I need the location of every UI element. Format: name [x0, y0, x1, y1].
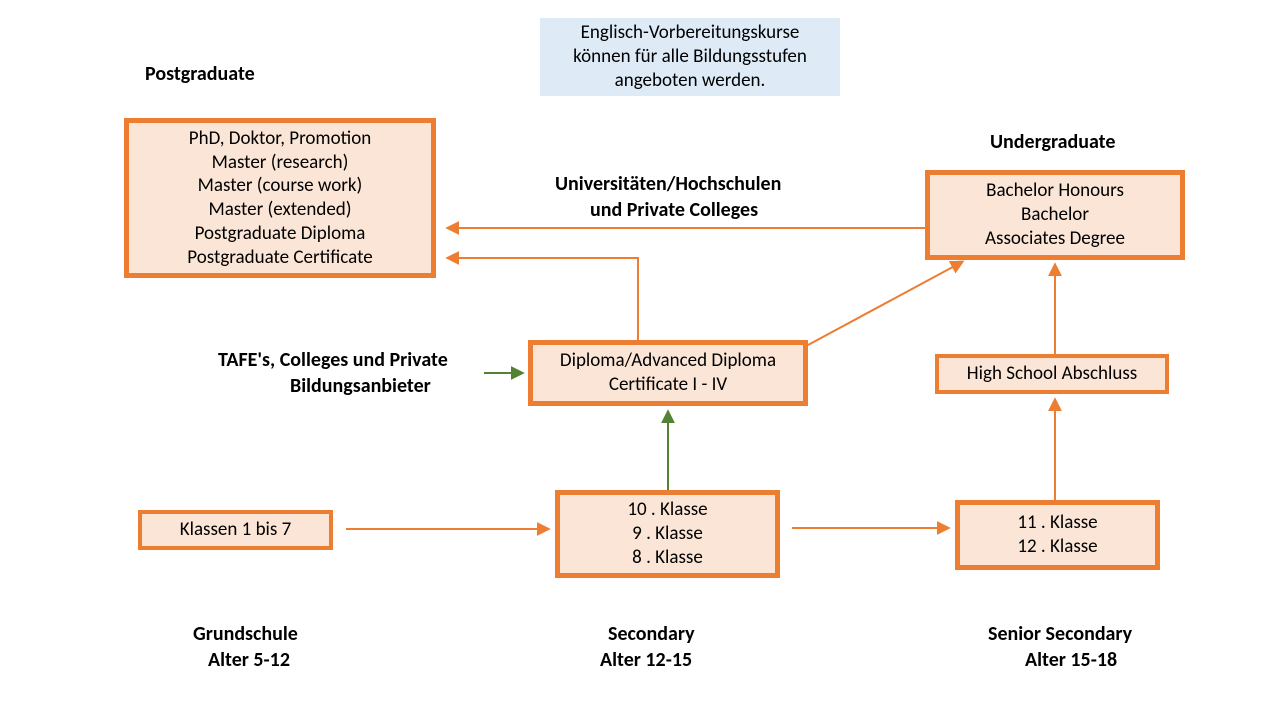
node-line: Postgraduate Diploma — [195, 222, 366, 246]
heading-postgraduate: Postgraduate — [145, 62, 255, 87]
heading-universities-l2: und Private Colleges — [590, 198, 758, 223]
node-line: 10 . Klasse — [627, 498, 707, 522]
node-line: Diploma/Advanced Diploma — [560, 349, 776, 373]
heading-senior-l2: Alter 15-18 — [1025, 648, 1117, 673]
node-line: PhD, Doktor, Promotion — [189, 127, 371, 151]
node-line: Associates Degree — [985, 227, 1125, 251]
node-diploma: Diploma/Advanced DiplomaCertificate I - … — [528, 340, 808, 406]
heading-tafe-l2: Bildungsanbieter — [290, 374, 431, 399]
node-line: Master (extended) — [208, 198, 351, 222]
node-postgraduate: PhD, Doktor, PromotionMaster (research)M… — [124, 118, 436, 278]
node-line: 9 . Klasse — [632, 522, 703, 546]
node-klassen-11-12: 11 . Klasse12 . Klasse — [955, 500, 1160, 570]
node-line: Bachelor — [1021, 203, 1089, 227]
node-line: Klassen 1 bis 7 — [180, 518, 292, 542]
heading-secondary-l1: Secondary — [608, 622, 695, 647]
node-klassen-8-10: 10 . Klasse9 . Klasse8 . Klasse — [555, 490, 780, 578]
heading-senior-l1: Senior Secondary — [988, 622, 1132, 647]
node-line: Postgraduate Certificate — [187, 246, 372, 270]
heading-secondary-l2: Alter 12-15 — [600, 648, 692, 673]
node-line: Bachelor Honours — [986, 179, 1124, 203]
info-box-line: Englisch-Vorbereitungskurse — [581, 21, 800, 45]
heading-grundschule-l2: Alter 5-12 — [208, 648, 290, 673]
info-box: Englisch-Vorbereitungskursekönnen für al… — [540, 18, 840, 96]
node-line: Certificate I - IV — [609, 373, 727, 397]
node-line: Master (course work) — [198, 174, 363, 198]
heading-undergraduate: Undergraduate — [990, 130, 1115, 155]
node-line: High School Abschluss — [967, 362, 1137, 386]
node-line: 12 . Klasse — [1017, 535, 1097, 559]
node-line: 8 . Klasse — [632, 546, 703, 570]
heading-universities-l1: Universitäten/Hochschulen — [555, 172, 781, 197]
info-box-line: können für alle Bildungsstufen — [573, 45, 807, 69]
node-line: Master (research) — [212, 151, 349, 175]
heading-tafe-l1: TAFE's, Colleges und Private — [218, 348, 448, 373]
node-klassen-1-7: Klassen 1 bis 7 — [138, 510, 333, 550]
node-undergraduate: Bachelor HonoursBachelorAssociates Degre… — [925, 170, 1185, 260]
info-box-line: angeboten werden. — [615, 69, 766, 93]
heading-grundschule-l1: Grundschule — [193, 622, 298, 647]
arrow — [808, 262, 962, 345]
arrow — [448, 258, 638, 340]
node-highschool-abschluss: High School Abschluss — [935, 354, 1169, 394]
node-line: 11 . Klasse — [1017, 511, 1097, 535]
